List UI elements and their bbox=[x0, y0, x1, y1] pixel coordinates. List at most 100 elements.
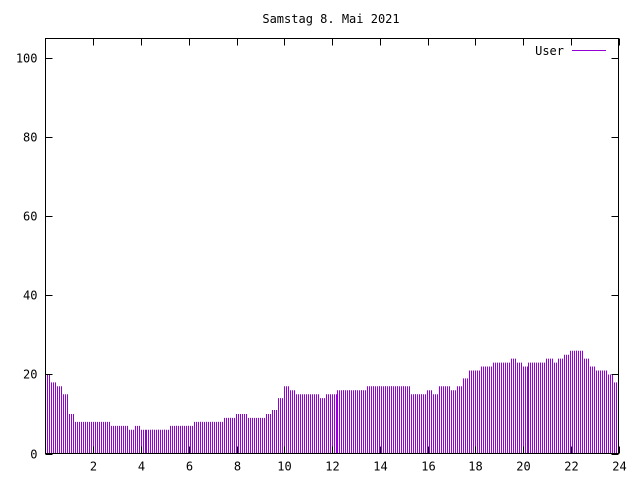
bar bbox=[141, 429, 146, 454]
bar bbox=[493, 362, 498, 454]
bar bbox=[361, 390, 368, 454]
bar bbox=[534, 362, 541, 454]
bar bbox=[343, 390, 350, 454]
x-tick-label: 6 bbox=[186, 460, 193, 474]
bar bbox=[272, 410, 277, 454]
bar bbox=[517, 362, 522, 454]
bar bbox=[385, 386, 392, 454]
bar bbox=[505, 362, 510, 454]
bar bbox=[451, 390, 456, 454]
bar bbox=[123, 425, 128, 454]
bar bbox=[278, 398, 283, 454]
x-tick-label: 2 bbox=[90, 460, 97, 474]
bar bbox=[81, 421, 86, 454]
bar bbox=[409, 394, 416, 454]
bar bbox=[57, 386, 62, 454]
bar bbox=[135, 425, 140, 454]
bar bbox=[284, 386, 289, 454]
bar bbox=[606, 374, 613, 454]
bar bbox=[302, 394, 307, 454]
x-tick-label: 20 bbox=[516, 460, 530, 474]
bar bbox=[63, 394, 68, 454]
x-tick-label: 14 bbox=[373, 460, 387, 474]
bar bbox=[415, 394, 422, 454]
y-tick-label: 100 bbox=[16, 52, 38, 66]
bar bbox=[355, 390, 362, 454]
y-tick-label: 40 bbox=[23, 289, 37, 303]
bar bbox=[463, 378, 468, 454]
bar bbox=[99, 421, 104, 454]
bar bbox=[332, 394, 337, 454]
x-tick-label: 16 bbox=[421, 460, 435, 474]
y-tick-label: 60 bbox=[23, 210, 37, 224]
bar bbox=[129, 429, 134, 454]
bar bbox=[248, 417, 253, 454]
x-tick-label: 4 bbox=[138, 460, 145, 474]
bar bbox=[254, 417, 259, 454]
legend-label: User bbox=[535, 44, 564, 58]
bar bbox=[200, 421, 207, 454]
bar bbox=[224, 417, 231, 454]
bar bbox=[397, 386, 404, 454]
bar bbox=[117, 425, 122, 454]
bar bbox=[242, 413, 247, 454]
bar bbox=[433, 394, 438, 454]
bar bbox=[182, 425, 189, 454]
x-tick-label: 8 bbox=[234, 460, 241, 474]
y-tick-label: 0 bbox=[30, 448, 37, 462]
bar bbox=[391, 386, 398, 454]
bar bbox=[75, 421, 80, 454]
x-tick-label: 12 bbox=[325, 460, 339, 474]
chart-title: Samstag 8. Mai 2021 bbox=[262, 12, 399, 26]
bar bbox=[367, 386, 374, 454]
bar bbox=[594, 370, 601, 454]
bar bbox=[475, 370, 480, 454]
bars bbox=[45, 350, 617, 454]
bar bbox=[290, 390, 295, 454]
bar bbox=[588, 366, 595, 454]
bar bbox=[206, 421, 213, 454]
bar bbox=[308, 394, 313, 454]
x-tick-label: 24 bbox=[612, 460, 626, 474]
bar bbox=[487, 366, 492, 454]
bar bbox=[194, 421, 201, 454]
bar bbox=[403, 386, 410, 454]
legend: User bbox=[535, 44, 606, 58]
bar bbox=[176, 425, 183, 454]
bar bbox=[158, 429, 165, 454]
bar bbox=[260, 417, 265, 454]
bar bbox=[111, 425, 116, 454]
bar bbox=[540, 362, 547, 454]
bar bbox=[481, 366, 486, 454]
x-tick-label: 22 bbox=[564, 460, 578, 474]
bar bbox=[69, 413, 74, 454]
bar bbox=[45, 374, 50, 454]
bar bbox=[87, 421, 92, 454]
bar bbox=[266, 413, 271, 454]
bar bbox=[499, 362, 504, 454]
bar bbox=[546, 358, 553, 454]
bar bbox=[511, 358, 516, 454]
plot-frame bbox=[45, 38, 619, 454]
bar bbox=[439, 386, 444, 454]
bar bbox=[314, 394, 319, 454]
bar bbox=[349, 390, 356, 454]
bar bbox=[296, 394, 301, 454]
bar bbox=[523, 366, 528, 454]
bar bbox=[51, 382, 56, 454]
bar bbox=[528, 362, 535, 454]
bar bbox=[337, 390, 344, 454]
bar bbox=[582, 358, 589, 454]
bar bbox=[564, 354, 571, 454]
bar bbox=[600, 370, 607, 454]
bar bbox=[612, 382, 617, 454]
y-tick-label: 20 bbox=[23, 368, 37, 382]
bar bbox=[576, 350, 583, 454]
bar bbox=[146, 429, 153, 454]
x-tick-label: 18 bbox=[468, 460, 482, 474]
bar bbox=[445, 386, 450, 454]
bar bbox=[320, 398, 325, 454]
bar bbox=[373, 386, 380, 454]
